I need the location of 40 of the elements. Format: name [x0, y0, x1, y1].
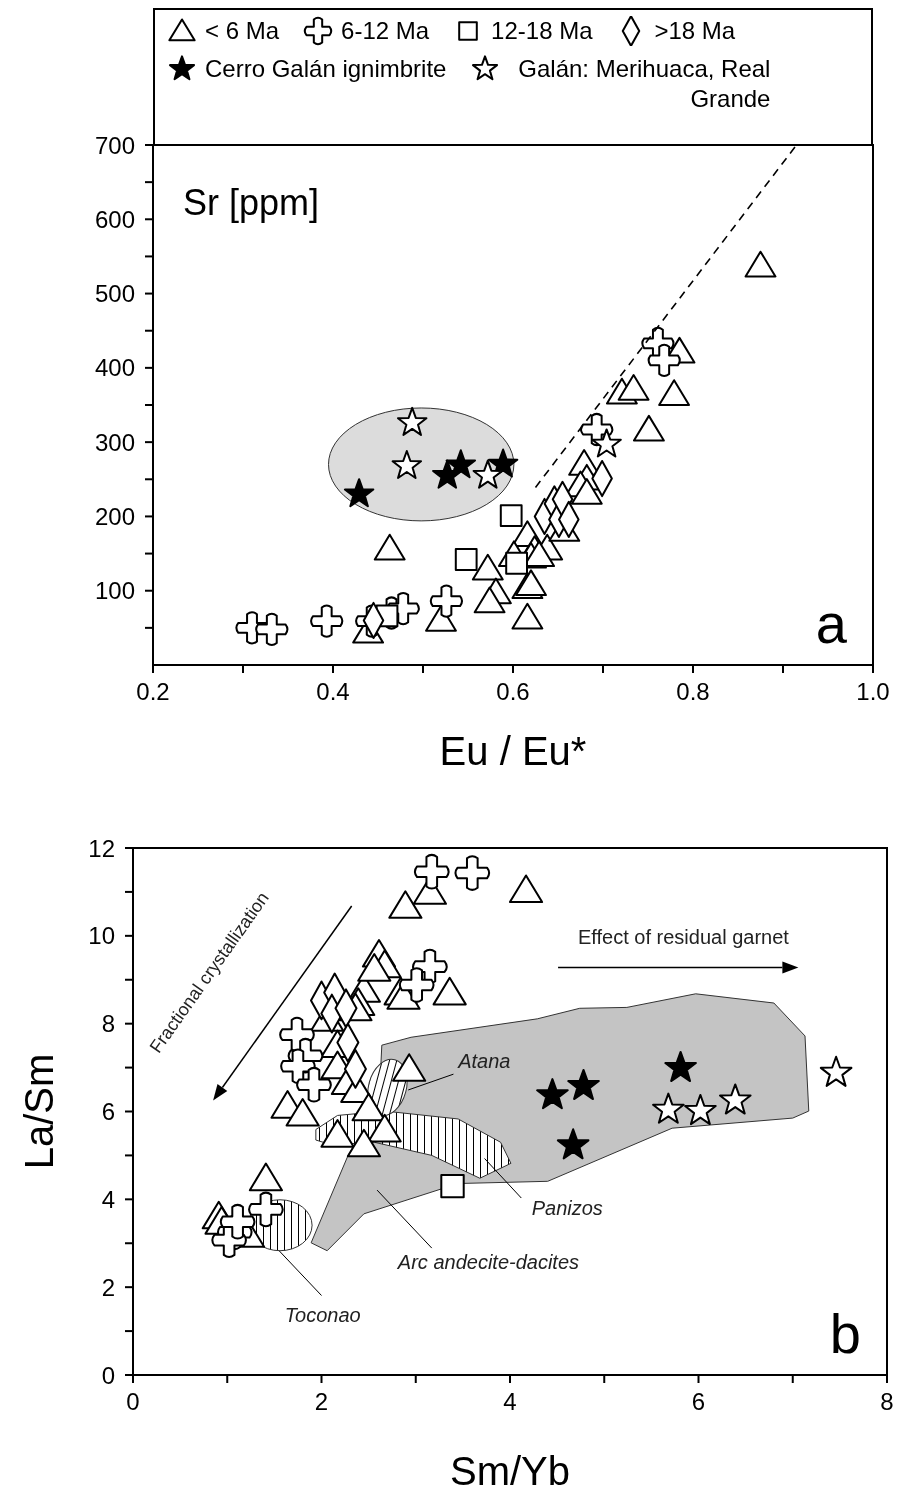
y-tick-label: 6 [101, 1098, 115, 1126]
y-tick-label: 0 [101, 1361, 115, 1389]
annotation: a [815, 592, 848, 655]
x-axis-title: Sm/Yb [449, 1449, 571, 1493]
legend-label: Galán: Merihuaca, Real Grande [517, 54, 771, 114]
annotation: Toconao [284, 1303, 361, 1326]
y-tick-label: 4 [101, 1185, 115, 1213]
legend-label: 6-12 Ma [341, 16, 430, 46]
y-axis-title: La/Sm [16, 1053, 61, 1170]
x-tick-label: 0.8 [676, 678, 710, 706]
annotation: Effect of residual garnet [577, 925, 790, 948]
annotation: Panizos [531, 1196, 603, 1219]
legend-label: Cerro Galán ignimbrite [205, 54, 447, 84]
annotation: b [829, 1302, 861, 1365]
x-axis-title: Eu / Eu* [439, 729, 587, 773]
y-tick-label: 200 [94, 502, 135, 530]
x-tick-label: 0.6 [496, 678, 530, 706]
legend-label: < 6 Ma [205, 16, 280, 46]
x-tick-label: 8 [880, 1388, 894, 1416]
y-tick-label: 500 [94, 280, 135, 308]
y-tick-label: 400 [94, 354, 135, 382]
y-tick-label: 8 [101, 1010, 115, 1038]
y-tick-label: 100 [94, 577, 135, 605]
y-tick-label: 12 [88, 834, 115, 862]
x-tick-label: 4 [503, 1388, 517, 1416]
y-tick-label: 10 [88, 922, 115, 950]
legend-label: >18 Ma [654, 16, 736, 46]
x-tick-label: 0.4 [316, 678, 350, 706]
y-tick-label: 2 [101, 1273, 115, 1301]
legend-label: 12-18 Ma [491, 16, 593, 46]
x-tick-label: 6 [691, 1388, 706, 1416]
y-tick-label: 700 [94, 131, 135, 159]
x-tick-label: 0.2 [136, 678, 170, 706]
y-tick-label: 600 [94, 205, 135, 233]
annotation: Arc andecite-dacites [396, 1251, 580, 1274]
y-tick-label: 300 [94, 428, 135, 456]
x-tick-label: 2 [314, 1388, 329, 1416]
y-axis-title: Sr [ppm] [183, 182, 320, 223]
annotation: Atana [457, 1050, 511, 1073]
x-tick-label: 1.0 [856, 678, 890, 706]
